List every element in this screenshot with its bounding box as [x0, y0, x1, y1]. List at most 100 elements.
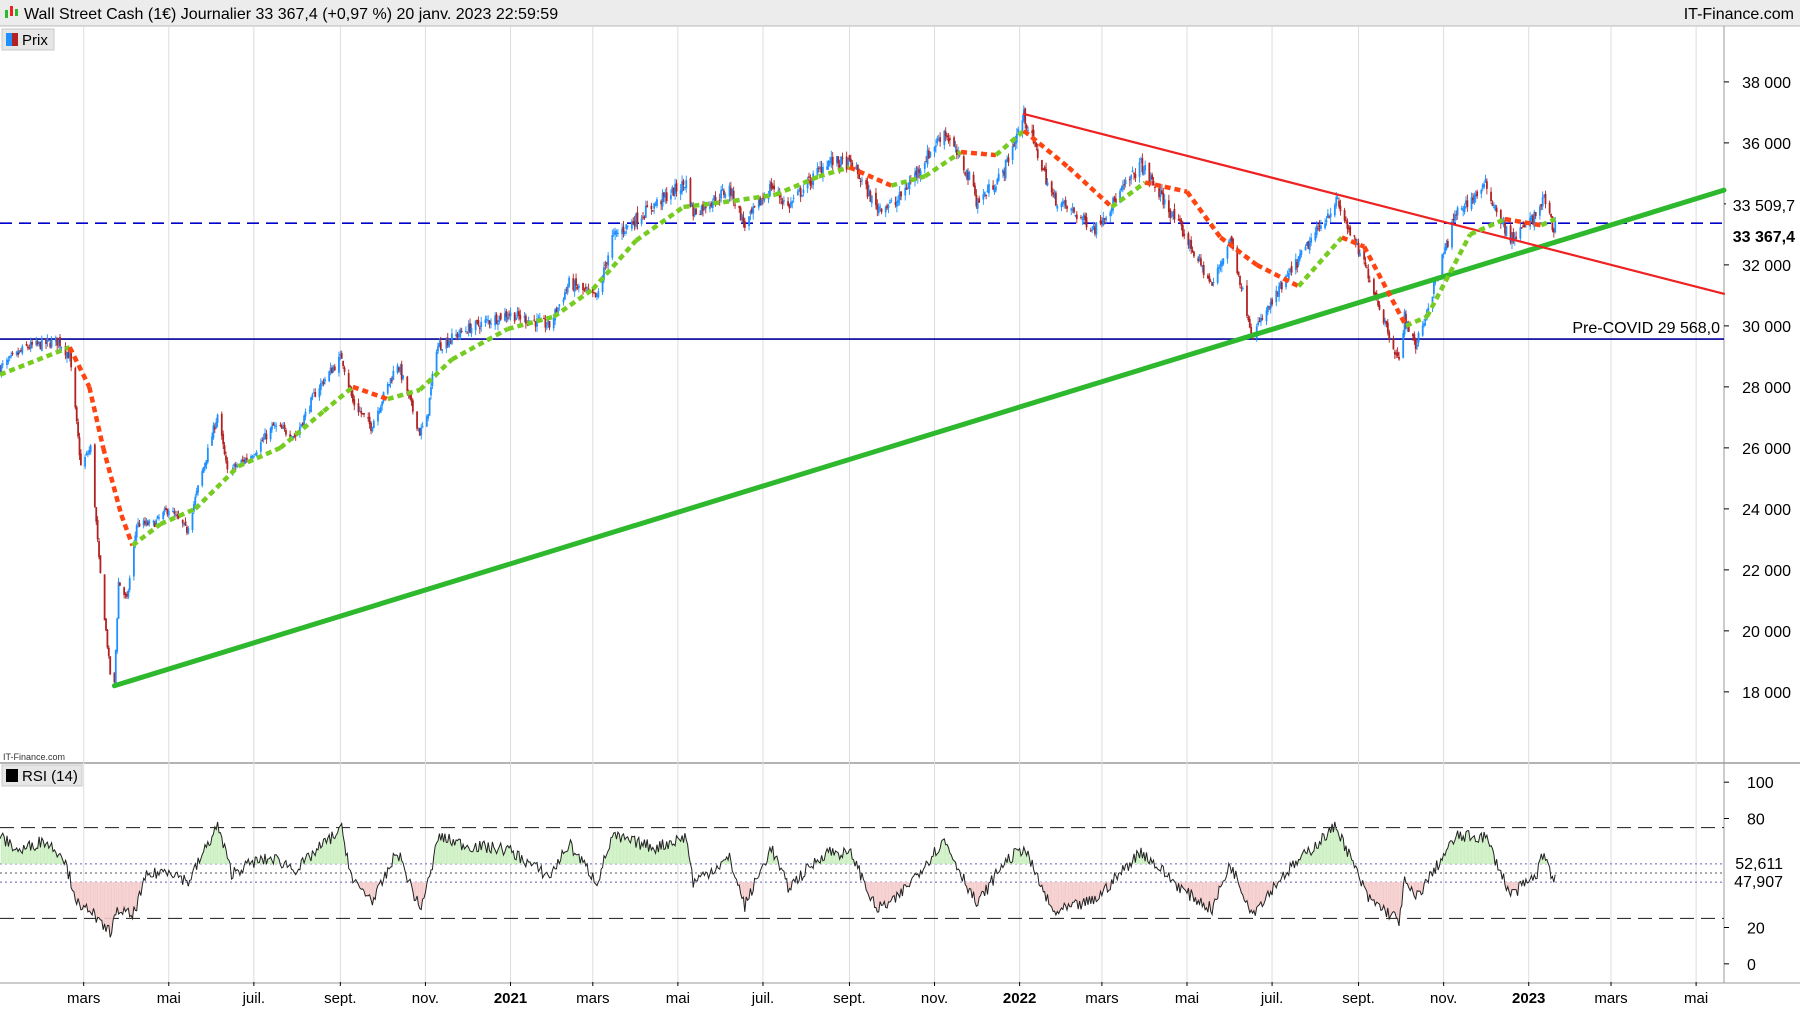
- candle-body: [367, 416, 370, 419]
- candle-body: [1382, 309, 1385, 323]
- candle: [1275, 285, 1278, 307]
- candle-body: [1416, 345, 1419, 347]
- candle: [233, 462, 236, 469]
- candle: [1193, 251, 1195, 259]
- candle-body: [603, 267, 605, 281]
- candle: [886, 203, 889, 211]
- candle-body: [1335, 197, 1338, 206]
- candle: [674, 178, 676, 200]
- candle-body: [576, 287, 579, 289]
- candle: [919, 168, 922, 182]
- candle-body: [303, 415, 305, 427]
- candle-body: [1084, 215, 1087, 221]
- candle-body: [601, 278, 604, 293]
- candle-body: [211, 436, 213, 446]
- candle: [138, 520, 141, 528]
- candle-body: [379, 406, 382, 413]
- moving-average-segment: [818, 165, 851, 179]
- header-bar: [0, 0, 1800, 26]
- candle: [96, 516, 99, 543]
- candle-body: [35, 340, 38, 346]
- candle: [28, 344, 31, 350]
- price-legend[interactable]: Prix: [1, 28, 55, 51]
- candle-body: [693, 209, 696, 216]
- candle: [467, 320, 470, 337]
- candle: [417, 427, 420, 432]
- candle: [663, 191, 665, 203]
- candle: [386, 381, 389, 395]
- candle: [153, 520, 156, 528]
- candle: [1368, 275, 1371, 283]
- last-price-tag: [1726, 226, 1798, 247]
- candle: [245, 453, 248, 463]
- y-tick-label: 20 000: [1742, 624, 1791, 641]
- candle-body: [301, 422, 304, 426]
- candle-body: [820, 167, 823, 174]
- candle: [997, 168, 1000, 183]
- candle-body: [272, 423, 275, 426]
- candle-body: [1110, 208, 1113, 212]
- candle-body: [877, 206, 880, 214]
- candle: [202, 466, 205, 474]
- candle: [695, 207, 697, 216]
- candle-body: [1074, 215, 1077, 217]
- candle: [788, 203, 791, 213]
- candle-body: [1466, 200, 1469, 208]
- candle: [1544, 190, 1547, 209]
- candle-body: [710, 203, 713, 207]
- candle-body: [1071, 209, 1074, 211]
- candle-body: [607, 255, 610, 266]
- candle: [487, 315, 490, 325]
- candle-body: [993, 188, 996, 193]
- candle-body: [858, 173, 861, 179]
- candle-body: [271, 425, 273, 430]
- candle: [880, 208, 883, 215]
- moving-average-segment: [552, 287, 595, 319]
- candle: [926, 144, 929, 168]
- candle-body: [477, 320, 480, 326]
- candle-body: [1324, 223, 1326, 229]
- candle: [162, 510, 165, 523]
- candle-body: [1286, 275, 1289, 277]
- candle: [70, 351, 73, 372]
- candle-body: [995, 186, 997, 191]
- rsi-legend[interactable]: RSI (14): [1, 764, 83, 787]
- candle-body: [1025, 124, 1028, 129]
- candle-body: [564, 291, 566, 300]
- candle: [1246, 279, 1248, 318]
- candle: [1470, 192, 1473, 212]
- candle: [1494, 204, 1497, 212]
- candle: [1367, 264, 1370, 283]
- candle-body: [848, 155, 851, 160]
- candle-body: [689, 178, 692, 207]
- candle: [187, 525, 190, 535]
- candle: [15, 350, 18, 357]
- candle: [20, 348, 22, 353]
- candle: [1043, 165, 1046, 172]
- candle: [148, 519, 151, 527]
- candle-body: [1261, 318, 1264, 320]
- rsi-last-tag: [1726, 872, 1786, 891]
- candle: [1276, 291, 1279, 297]
- candle-body: [562, 299, 565, 303]
- candle: [1187, 231, 1190, 249]
- candle-body: [1372, 279, 1375, 295]
- brand-label[interactable]: IT-Finance.com: [1684, 6, 1794, 23]
- candle: [212, 422, 215, 440]
- candle-body: [49, 342, 52, 348]
- candle: [124, 592, 127, 599]
- candle: [626, 225, 629, 230]
- candle: [509, 307, 512, 321]
- candle: [954, 140, 957, 153]
- candle: [656, 197, 658, 209]
- candle: [752, 202, 755, 220]
- candle-body: [350, 389, 353, 396]
- candle-body: [342, 360, 345, 367]
- candle-body: [410, 397, 413, 402]
- price-legend-label: Prix: [22, 32, 48, 49]
- candle-body: [605, 262, 608, 264]
- candle: [216, 413, 219, 428]
- candle-body: [615, 231, 618, 233]
- candle-body: [213, 426, 216, 430]
- candle: [261, 436, 264, 442]
